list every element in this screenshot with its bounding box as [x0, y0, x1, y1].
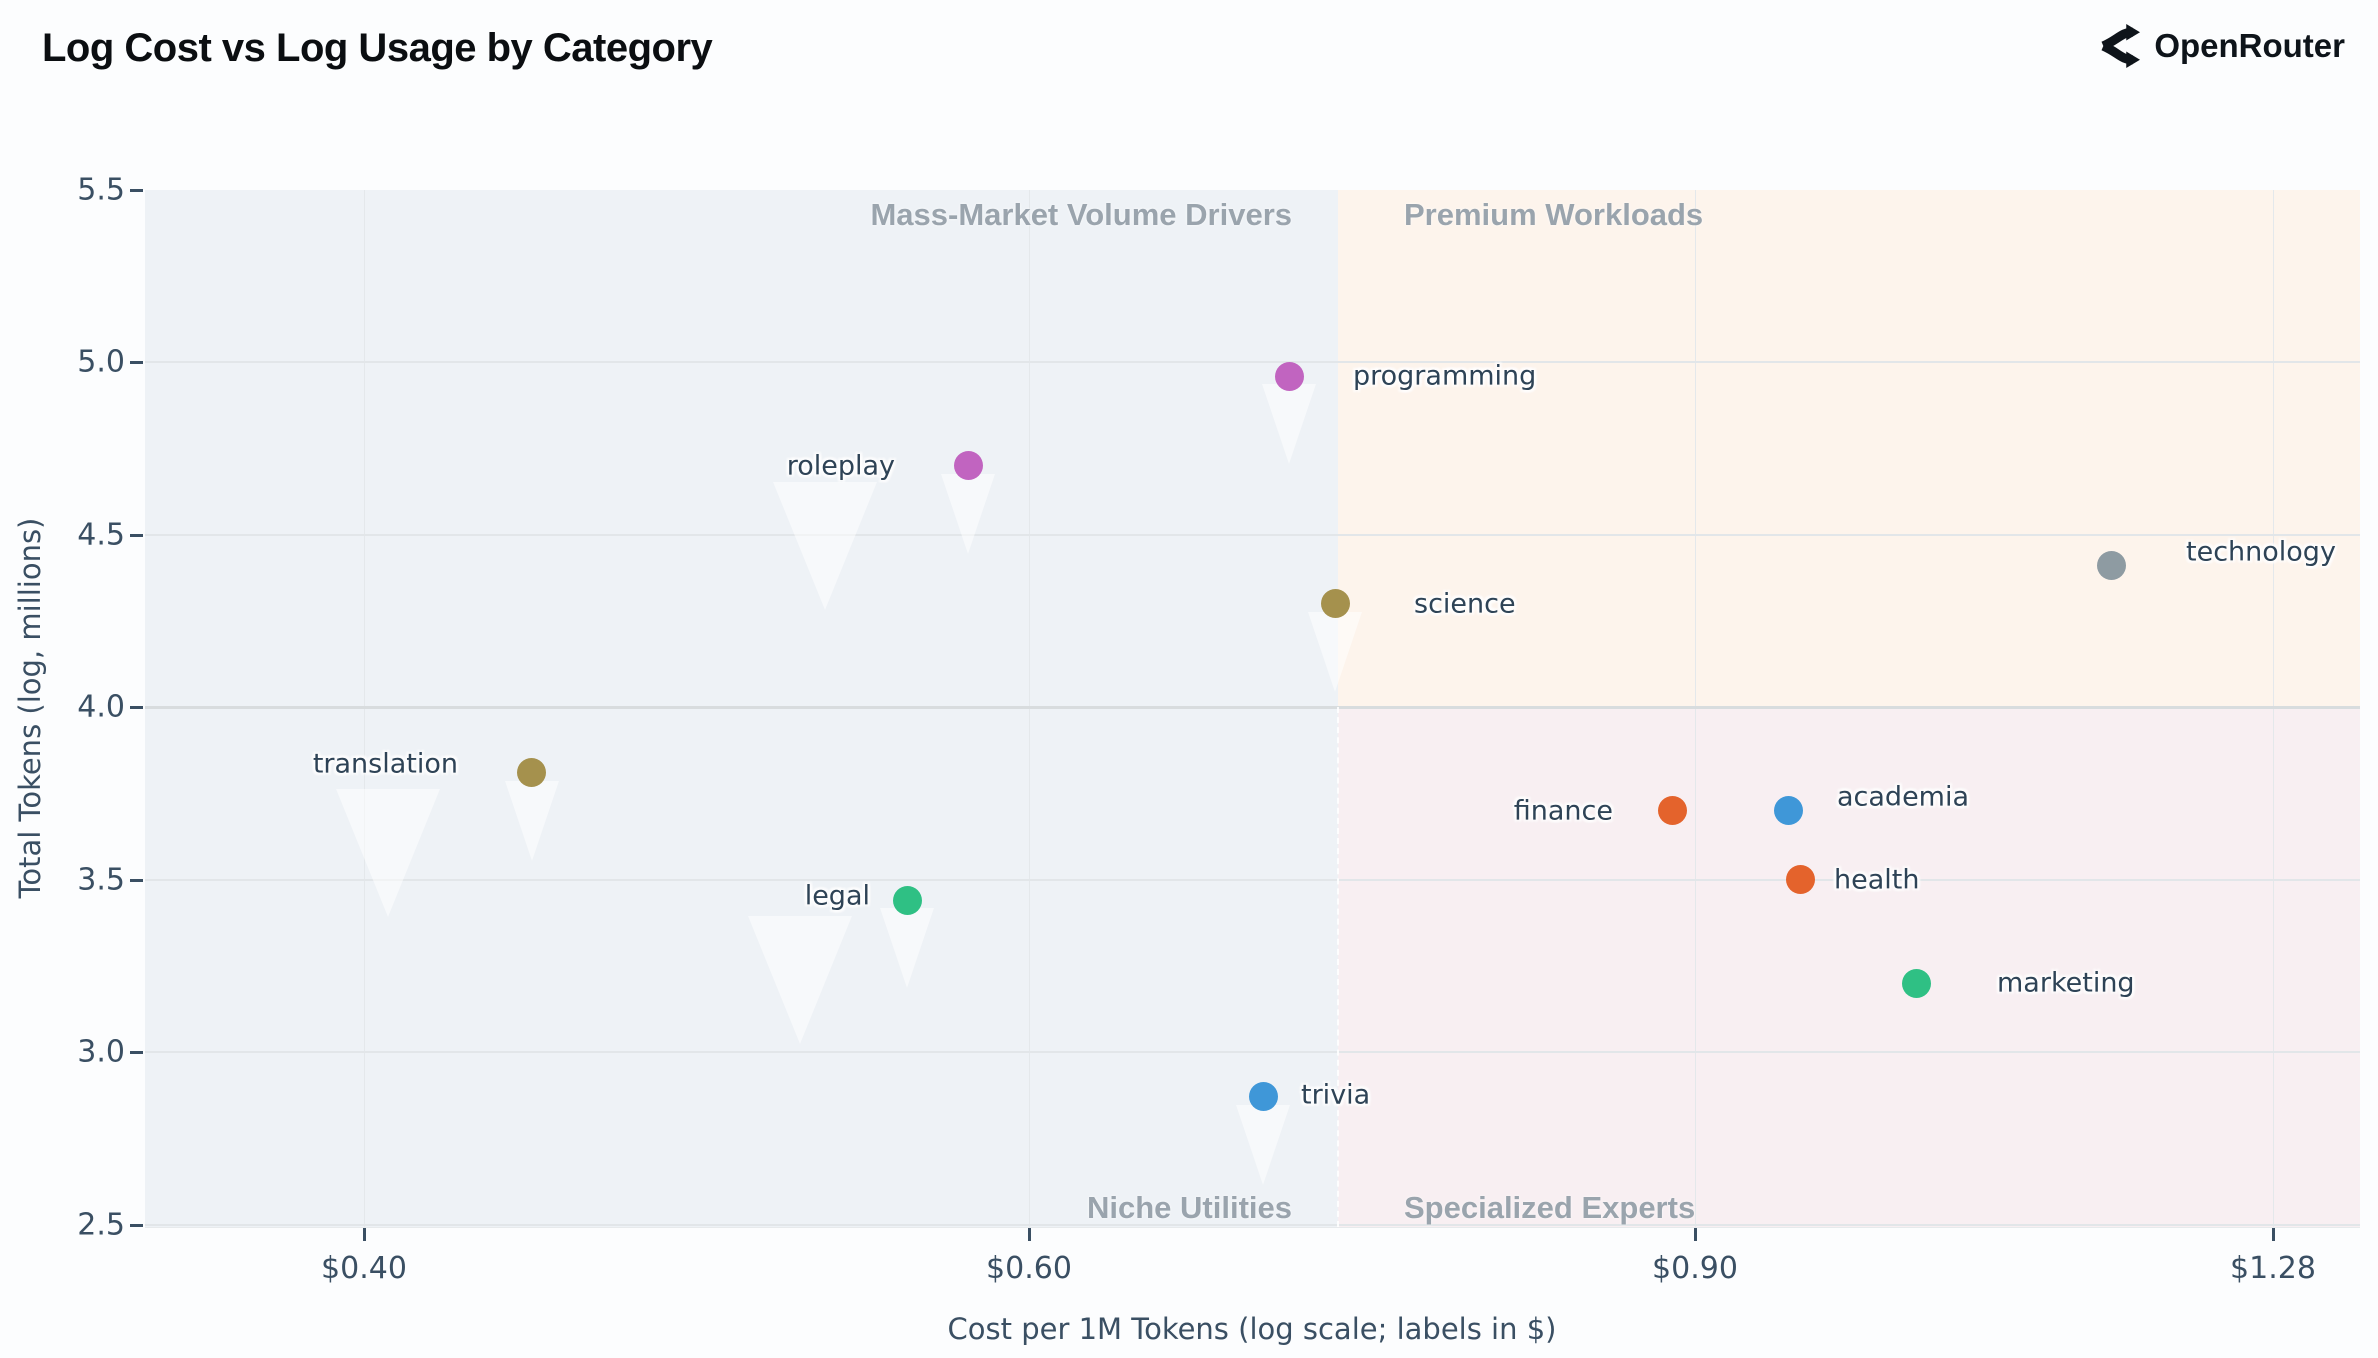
y-gridline — [145, 534, 2360, 536]
y-gridline — [145, 1224, 2360, 1226]
quadrant-label-top-right: Premium Workloads — [1404, 197, 1704, 232]
y-axis-title: Total Tokens (log, millions) — [13, 517, 47, 899]
pin-tail — [1308, 612, 1362, 692]
point-label-academia: academia — [1837, 781, 1970, 813]
point-label-science: science — [1414, 588, 1516, 620]
x-axis-line — [145, 1227, 2360, 1228]
y-tick — [130, 361, 143, 364]
point-technology[interactable] — [2097, 551, 2126, 580]
x-tick — [363, 1228, 366, 1241]
pin-tail — [773, 482, 877, 610]
x-tick-label: $0.60 — [986, 1251, 1072, 1286]
pin-tail — [336, 789, 440, 917]
y-tick — [130, 879, 143, 882]
quadrant-divider-horizontal — [145, 706, 2360, 709]
pin-tail — [1236, 1105, 1290, 1185]
point-health[interactable] — [1786, 865, 1815, 894]
point-label-marketing: marketing — [1997, 967, 2135, 999]
y-tick-label: 5.0 — [77, 344, 125, 380]
y-gridline — [145, 1051, 2360, 1053]
y-tick — [130, 706, 143, 709]
pin-tail — [1262, 384, 1316, 464]
point-label-legal: legal — [804, 880, 870, 912]
y-gridline — [145, 879, 2360, 881]
point-label-trivia: trivia — [1301, 1079, 1371, 1111]
pin-tail — [505, 781, 559, 861]
pin-tail — [880, 908, 934, 988]
point-label-roleplay: roleplay — [786, 450, 895, 482]
x-tick-label: $0.90 — [1652, 1251, 1738, 1286]
x-axis-title: Cost per 1M Tokens (log scale; labels in… — [947, 1312, 1557, 1346]
y-tick-label: 4.0 — [77, 689, 125, 725]
pin-tail — [941, 474, 995, 554]
point-marketing[interactable] — [1902, 969, 1931, 998]
x-tick — [1028, 1228, 1031, 1241]
y-tick — [130, 189, 143, 192]
y-tick-label: 4.5 — [77, 517, 125, 553]
y-gridline — [145, 361, 2360, 363]
pin-tail — [748, 916, 852, 1044]
y-tick — [130, 1051, 143, 1054]
quadrant-top-left — [145, 190, 1338, 707]
point-label-translation: translation — [312, 748, 458, 780]
point-finance[interactable] — [1658, 796, 1687, 825]
y-tick-label: 3.5 — [77, 862, 125, 898]
quadrant-bottom-left — [145, 707, 1338, 1227]
x-tick — [2272, 1228, 2275, 1241]
x-tick-label: $0.40 — [321, 1251, 407, 1286]
point-trivia[interactable] — [1249, 1082, 1278, 1111]
quadrant-label-bottom-left: Niche Utilities — [1087, 1190, 1292, 1225]
point-roleplay[interactable] — [954, 451, 983, 480]
page-title: Log Cost vs Log Usage by Category — [42, 26, 713, 70]
quadrant-divider-vertical — [1337, 707, 1339, 1227]
point-academia[interactable] — [1774, 796, 1803, 825]
quadrant-top-right — [1338, 190, 2360, 707]
openrouter-logo[interactable]: OpenRouter — [2096, 24, 2345, 68]
point-translation[interactable] — [517, 758, 546, 787]
openrouter-merge-arrows-icon — [2101, 24, 2141, 68]
x-tick — [1694, 1228, 1697, 1241]
y-tick-label: 3.0 — [77, 1034, 125, 1070]
x-tick-label: $1.28 — [2230, 1251, 2316, 1286]
y-tick — [130, 1224, 143, 1227]
point-science[interactable] — [1321, 589, 1350, 618]
y-tick-label: 2.5 — [77, 1207, 125, 1243]
quadrant-bottom-right — [1338, 707, 2360, 1227]
point-legal[interactable] — [893, 886, 922, 915]
point-label-technology: technology — [2186, 536, 2336, 568]
point-label-programming: programming — [1353, 360, 1537, 392]
quadrant-label-bottom-right: Specialized Experts — [1404, 1190, 1696, 1225]
point-label-health: health — [1834, 864, 1920, 896]
y-tick-label: 5.5 — [77, 172, 125, 208]
point-programming[interactable] — [1275, 362, 1304, 391]
point-label-finance: finance — [1513, 795, 1613, 827]
y-tick — [130, 534, 143, 537]
brand-name: OpenRouter — [2154, 27, 2345, 64]
quadrant-label-top-left: Mass-Market Volume Drivers — [870, 197, 1292, 232]
